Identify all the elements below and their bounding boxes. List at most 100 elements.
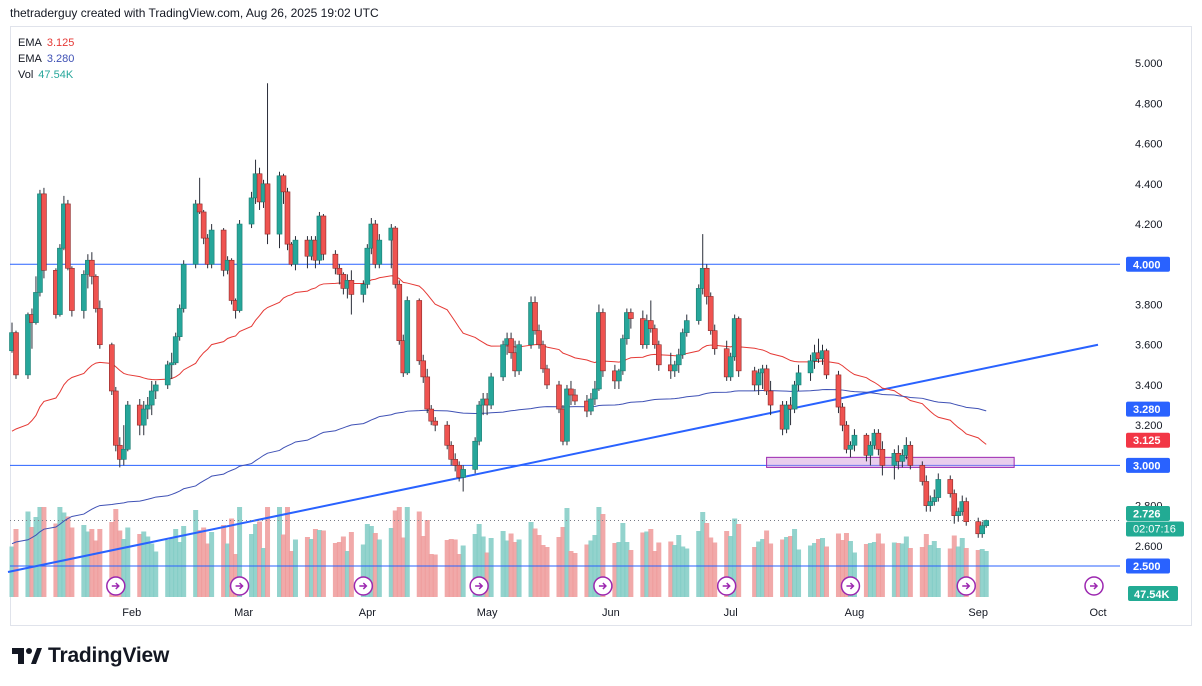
candle-body	[823, 350, 830, 376]
event-arrow-icon	[235, 582, 244, 590]
month-label: Aug	[845, 607, 865, 619]
volume-bar	[165, 540, 171, 597]
legend-volume-label: Vol	[18, 69, 34, 81]
volume-bar	[768, 543, 774, 597]
volume-bar	[332, 543, 338, 597]
volume-bar	[760, 539, 766, 597]
candle-body	[448, 444, 454, 460]
volume-bar	[488, 538, 494, 597]
candle-body	[176, 308, 183, 337]
volume-bar	[444, 540, 450, 597]
candle-body	[488, 376, 494, 406]
countdown-badge-text: 02:07:16	[1133, 523, 1176, 535]
volume-bar	[712, 542, 718, 597]
volume-bar	[612, 543, 618, 597]
candle-body	[148, 390, 155, 406]
legend-ema-slow[interactable]: EMA 3.280	[18, 51, 74, 67]
volume-bar	[460, 545, 466, 597]
volume-bar	[624, 542, 630, 597]
month-label: Sep	[968, 607, 988, 619]
candle-body	[979, 525, 986, 535]
volume-bar	[37, 507, 43, 597]
legend-volume[interactable]: Vol 47.54K	[18, 67, 74, 83]
candle-body	[172, 336, 179, 364]
volume-bar	[13, 529, 19, 597]
candle-body	[556, 384, 562, 410]
volume-bar	[680, 546, 686, 597]
volume-bar	[304, 537, 310, 597]
volume-bar	[732, 518, 738, 597]
candle-body	[620, 338, 626, 372]
candle-body	[97, 308, 103, 346]
volume-bar	[257, 521, 263, 597]
event-arrow-icon	[722, 582, 731, 590]
chart-frame	[10, 26, 1192, 626]
volume-bar	[193, 510, 199, 597]
candle-body	[648, 320, 654, 329]
volume-bar	[935, 548, 941, 597]
legend-ema-fast[interactable]: EMA 3.125	[18, 35, 74, 51]
candle-body	[65, 203, 71, 269]
volume-bar	[835, 533, 841, 597]
candle-body	[89, 259, 95, 277]
volume-bar	[640, 532, 646, 597]
volume-bar	[812, 543, 818, 597]
countdown-badge	[1126, 521, 1184, 537]
volume-bar	[504, 540, 510, 597]
volume-bar	[596, 507, 602, 597]
tradingview-logo-icon	[12, 648, 42, 664]
tradingview-brand: TradingView	[48, 644, 170, 667]
volume-bar	[336, 542, 342, 597]
volume-bar	[372, 533, 378, 597]
volume-bar	[65, 516, 71, 597]
candle-body	[200, 211, 207, 239]
legend-ema-slow-value: 3.280	[46, 53, 75, 65]
volume-bar	[652, 551, 658, 597]
candle-body	[472, 440, 478, 470]
candle-body	[220, 229, 227, 271]
volume-bar	[121, 539, 127, 597]
price-tick-label: 3.200	[1135, 420, 1163, 432]
candle-body	[727, 356, 734, 378]
volume-bar	[53, 523, 59, 597]
candle-body	[41, 193, 47, 271]
candle-body	[168, 362, 175, 366]
volume-bar	[903, 536, 909, 597]
volume-bar	[344, 551, 350, 597]
candle-body	[120, 448, 127, 460]
volume-bar	[392, 510, 398, 597]
tradingview-logo[interactable]: TradingView	[12, 644, 169, 668]
volume-bar	[177, 542, 183, 597]
candle-body	[508, 338, 514, 354]
candle-body	[452, 459, 458, 466]
volume-bar	[93, 540, 99, 597]
volume-bar	[33, 517, 39, 597]
volume-bar	[784, 537, 790, 597]
ema-layer	[11, 275, 987, 545]
volume-bar	[668, 541, 674, 597]
price-badge-text: 3.125	[1133, 435, 1161, 447]
candle-body	[540, 344, 546, 370]
month-label: Jul	[724, 607, 738, 619]
candle-body	[428, 408, 435, 422]
volume-bar	[484, 552, 490, 597]
volume-bar	[237, 507, 243, 597]
candle-body	[879, 448, 886, 466]
volume-bar	[404, 507, 410, 597]
volume-bar	[871, 542, 877, 597]
event-arrow-icon	[598, 582, 607, 590]
volume-bar	[476, 524, 482, 597]
candle-body	[907, 444, 914, 466]
candle-body	[983, 520, 990, 527]
volume-bar	[556, 537, 562, 597]
time-axis: Feb Mar Apr May Jun Jul Aug Sep Oct	[122, 607, 1106, 619]
volume-bar	[292, 539, 298, 597]
volume-bar	[820, 538, 826, 597]
volume-bar	[420, 536, 426, 597]
volume-bar	[616, 542, 622, 597]
candle-body	[13, 332, 19, 376]
volume-bar	[684, 548, 690, 597]
candle-body	[600, 312, 606, 372]
price-badge-text: 3.280	[1133, 404, 1161, 416]
